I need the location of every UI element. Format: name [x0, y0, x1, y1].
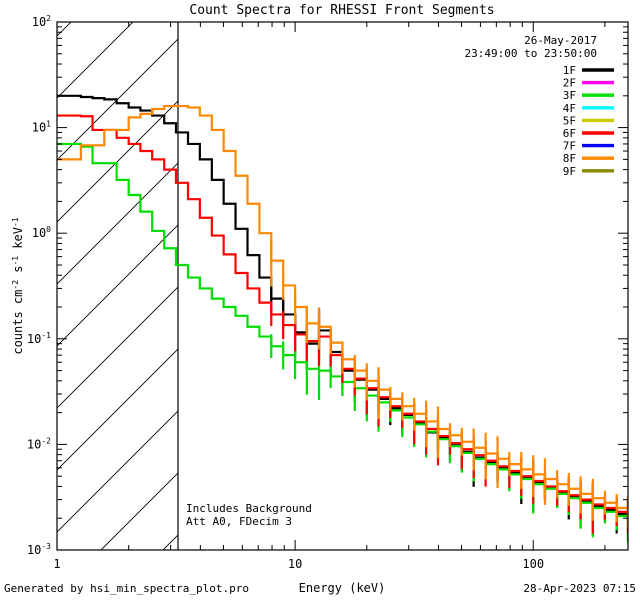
annotation-includes-background: Includes Background	[186, 502, 312, 515]
low-energy-hatch-region	[57, 22, 178, 550]
legend-label-6f: 6F	[563, 127, 576, 140]
y-tick-label: 100	[32, 225, 51, 240]
x-tick-label: 1	[53, 557, 60, 571]
series-noise-1f	[270, 286, 628, 541]
series-line-8f	[57, 104, 628, 512]
legend-label-2f: 2F	[563, 77, 576, 90]
legend-label-5f: 5F	[563, 114, 576, 127]
y-axis-label: counts cm-2 s-1 keV-1	[11, 217, 25, 354]
axis-ticks	[56, 21, 628, 551]
y-tick-label: 10-1	[27, 331, 51, 346]
x-axis-label: Energy (keV)	[299, 581, 386, 595]
observation-time-range: 23:49:00 to 23:50:00	[465, 47, 597, 60]
legend-label-1f: 1F	[563, 64, 576, 77]
legend-label-8f: 8F	[563, 152, 576, 165]
x-tick-label: 10	[288, 557, 302, 571]
y-tick-label: 10-3	[27, 542, 51, 557]
spectra-series-group	[57, 94, 628, 544]
observation-date: 26-May-2017	[524, 34, 597, 47]
series-line-1f	[57, 94, 628, 519]
y-tick-label: 101	[32, 120, 51, 135]
y-tick-label: 102	[32, 14, 51, 29]
series-line-3f	[57, 142, 628, 521]
legend-label-4f: 4F	[563, 102, 576, 115]
legend-label-9f: 9F	[563, 165, 576, 178]
x-tick-label: 100	[522, 557, 544, 571]
footer-generator: Generated by hsi_min_spectra_plot.pro	[4, 582, 249, 595]
x-axis-tick-labels: 1 10 100	[53, 557, 544, 571]
legend-label-7f: 7F	[563, 140, 576, 153]
plot-frame	[56, 21, 629, 551]
page-title: Count Spectra for RHESSI Front Segments	[189, 3, 494, 18]
y-tick-label: 10-2	[27, 436, 51, 451]
y-axis-tick-labels: 10-3 10-2 10-1 100 101 102	[27, 14, 51, 557]
series-noise-8f	[270, 239, 628, 529]
annotation-attenuator: Att A0, FDecim 3	[186, 515, 292, 528]
legend-label-3f: 3F	[563, 89, 576, 102]
series-line-6f	[57, 114, 628, 516]
footer-timestamp: 28-Apr-2023 07:15	[523, 582, 636, 595]
